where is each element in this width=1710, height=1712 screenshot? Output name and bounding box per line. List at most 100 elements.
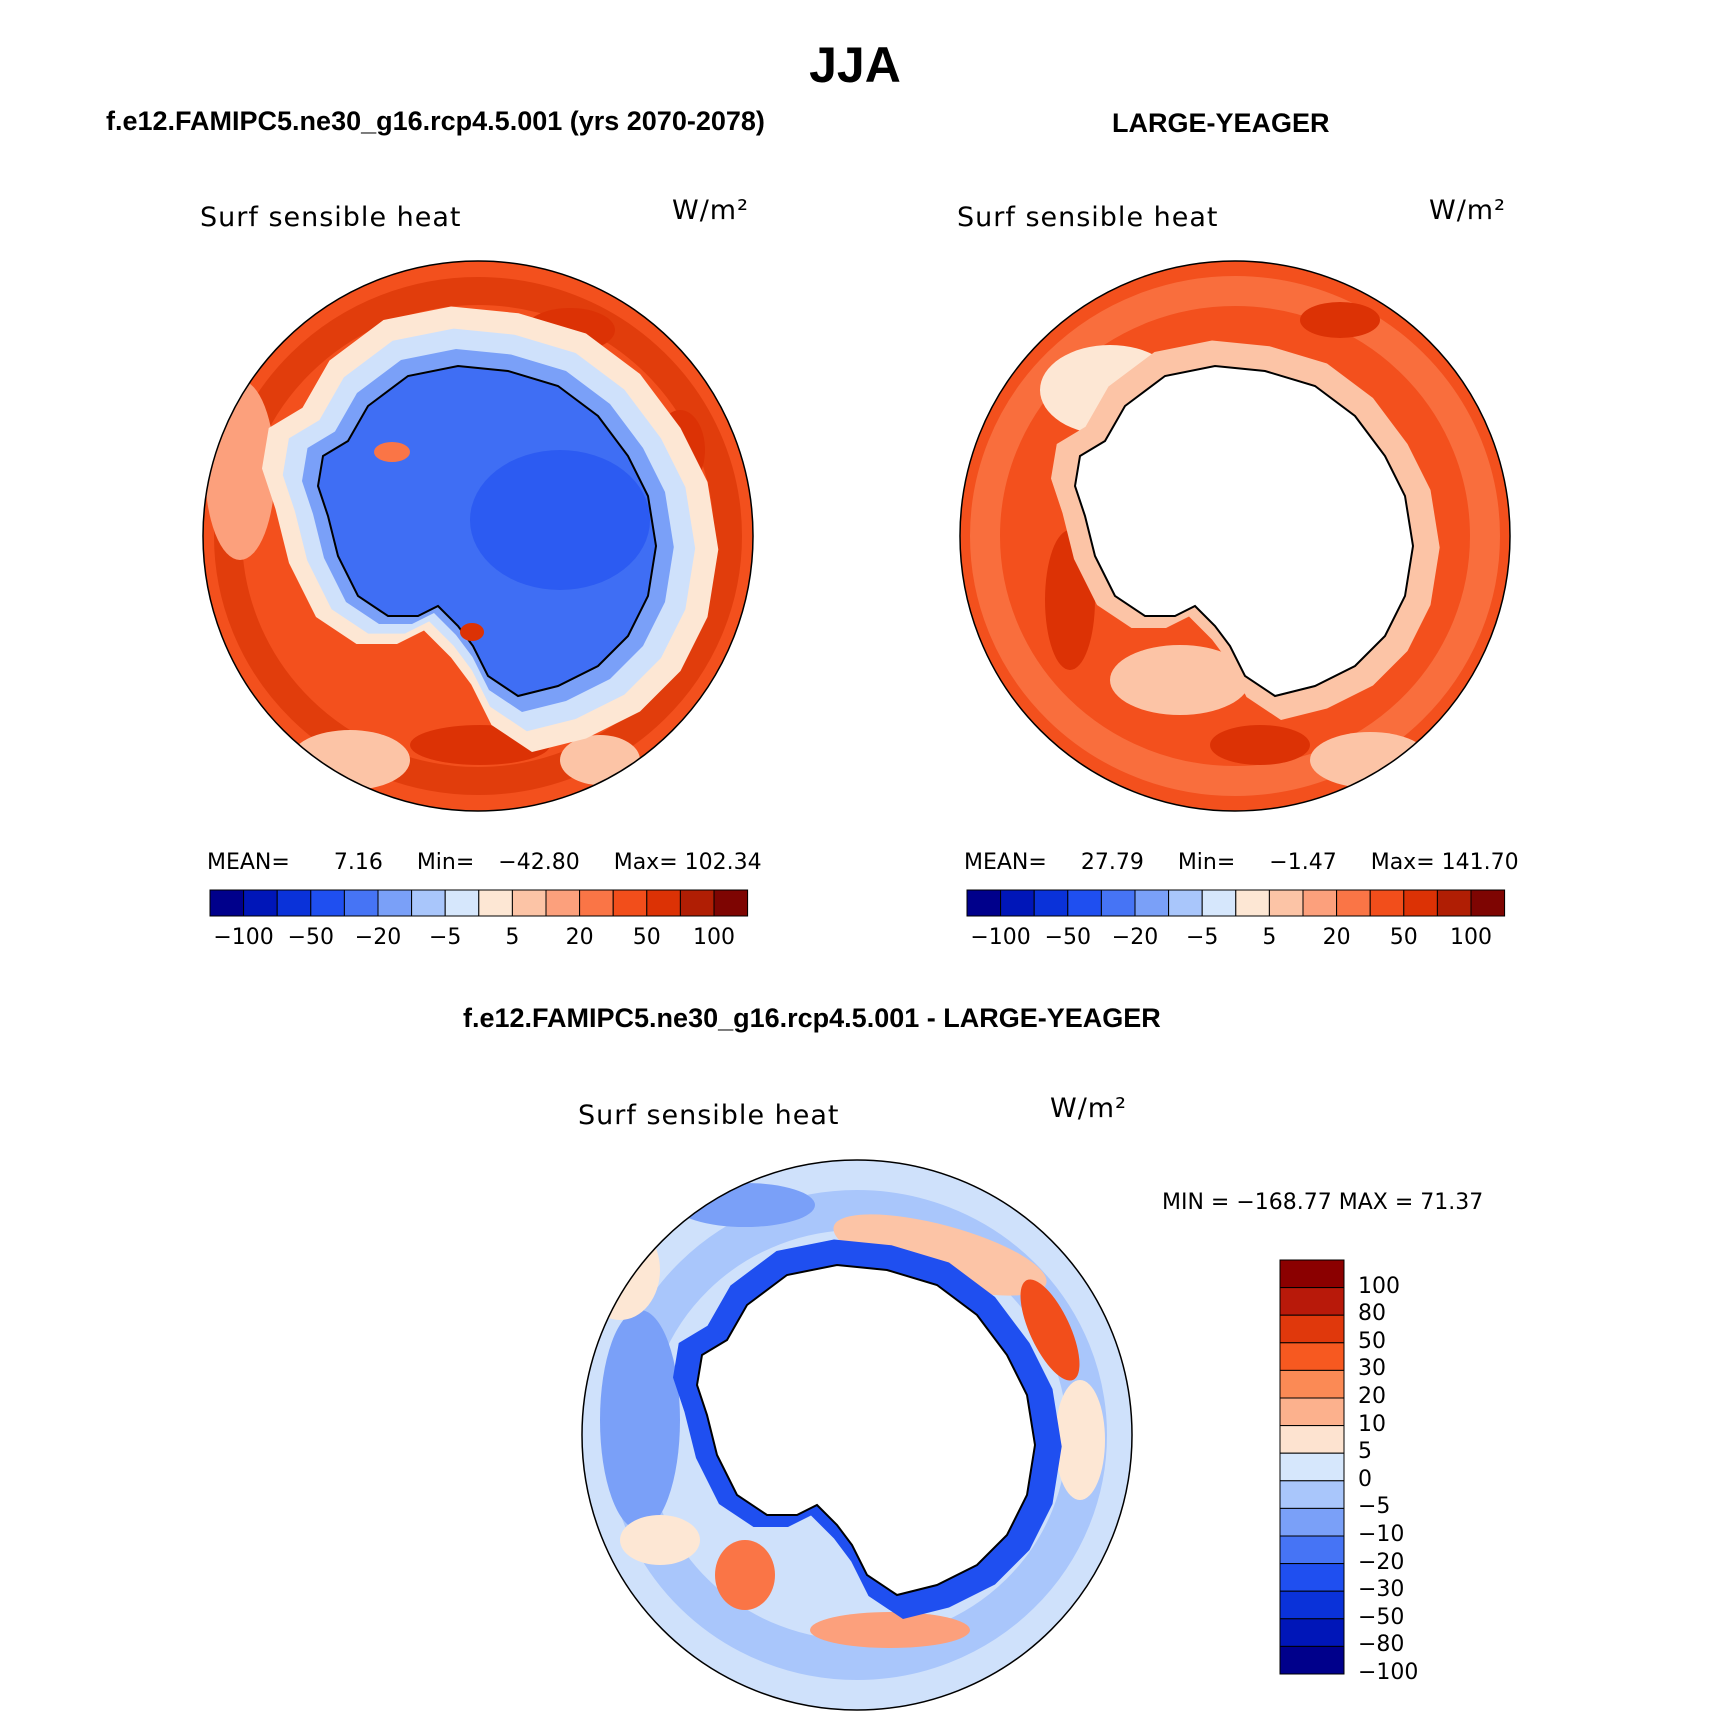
- colorbar-swatch: [1279, 1397, 1345, 1427]
- colorbar-swatch: [1336, 889, 1371, 917]
- colorbar-swatch: [1279, 1342, 1345, 1371]
- colorbar-tick-label: −100: [1358, 1660, 1419, 1685]
- colorbar-swatch: [1279, 1369, 1345, 1399]
- right-max-label: Max=: [1370, 850, 1435, 875]
- colorbar-tick-label: −20: [1358, 1549, 1405, 1575]
- right-map-border: [959, 260, 1511, 812]
- colorbar-swatch: [1403, 889, 1438, 917]
- colorbar-swatch: [243, 889, 278, 917]
- left-mean-value: 7.16: [333, 850, 383, 875]
- left-ice-dark-area: [470, 450, 650, 590]
- left-peach-patch-2: [290, 730, 410, 790]
- colorbar-swatch: [1100, 889, 1136, 917]
- colorbar-tick-label: 5: [1262, 925, 1277, 950]
- left-hotspot: [460, 623, 484, 641]
- colorbar-swatch: [545, 889, 581, 917]
- colorbar-swatch: [1000, 889, 1035, 917]
- left-mean-label: MEAN=: [207, 850, 290, 875]
- colorbar-swatch: [1302, 889, 1338, 917]
- colorbar-swatch: [1168, 889, 1203, 917]
- colorbar-swatch: [1279, 1287, 1345, 1316]
- left-map: [203, 261, 753, 811]
- colorbar-swatch: [1436, 889, 1472, 917]
- colorbar-swatch: [343, 889, 379, 917]
- left-stats: MEAN= 7.16 Min= −42.80 Max= 102.34: [207, 850, 762, 875]
- figure-title: JJA: [809, 37, 901, 93]
- colorbar-swatch: [612, 889, 648, 917]
- right-dark-patch-2: [1210, 725, 1310, 765]
- colorbar-swatch: [1279, 1590, 1345, 1620]
- colorbar-swatch: [1134, 889, 1170, 917]
- diff-blue-patch-2: [675, 1183, 815, 1227]
- right-panel-title: LARGE-YEAGER: [1112, 108, 1330, 138]
- colorbar-tick-label: 100: [1450, 925, 1492, 950]
- colorbar-tick-label: −100: [970, 925, 1031, 950]
- colorbar-tick-label: 20: [1322, 925, 1351, 950]
- left-max-value: 102.34: [684, 850, 762, 875]
- diff-light-patch-3: [620, 1515, 700, 1565]
- colorbar-tick-label: 0: [1358, 1466, 1372, 1492]
- diff-units-label: W/m²: [1050, 1093, 1127, 1124]
- left-warm-spot: [374, 442, 410, 462]
- colorbar-swatch: [1369, 889, 1405, 917]
- colorbar-swatch: [1470, 889, 1506, 917]
- colorbar-swatch: [511, 889, 547, 917]
- colorbar-swatch: [1235, 889, 1270, 917]
- diff-map-border: [581, 1159, 1133, 1711]
- left-min-label: Min=: [416, 850, 475, 875]
- colorbar-tick-label: 20: [1358, 1384, 1386, 1409]
- colorbar-swatch: [966, 889, 1002, 917]
- diff-warm-patch-2: [810, 1612, 970, 1648]
- colorbar-tick-label: 20: [565, 925, 594, 950]
- colorbar-swatch: [276, 889, 312, 917]
- colorbar-tick-label: 100: [693, 925, 735, 950]
- colorbar-tick-label: −20: [354, 925, 402, 950]
- right-units-label: W/m²: [1429, 195, 1506, 226]
- left-panel-title: f.e12.FAMIPC5.ne30_g16.rcp4.5.001 (yrs 2…: [106, 106, 765, 136]
- left-variable-label: Surf sensible heat: [200, 202, 462, 233]
- colorbar-tick-label: −100: [213, 925, 274, 950]
- diff-light-patch-1: [582, 1220, 660, 1320]
- colorbar-swatch: [579, 889, 614, 917]
- colorbar-swatch: [1033, 889, 1069, 917]
- right-mean-label: MEAN=: [964, 850, 1047, 875]
- colorbar-swatch: [377, 889, 413, 917]
- colorbar-swatch: [1279, 1259, 1345, 1289]
- colorbar-tick-label: 10: [1358, 1411, 1386, 1437]
- right-max-value: 141.70: [1441, 850, 1519, 875]
- colorbar-tick-label: 5: [1358, 1439, 1372, 1465]
- diff-panel-title: f.e12.FAMIPC5.ne30_g16.rcp4.5.001 - LARG…: [463, 1003, 1161, 1033]
- diff-warm-band-2: [1020, 1279, 1080, 1381]
- colorbar-tick-label: 100: [1358, 1273, 1400, 1299]
- right-min-value: −1.47: [1269, 850, 1337, 875]
- colorbar-swatch: [310, 889, 345, 917]
- left-units-label: W/m²: [672, 195, 749, 226]
- right-peach-patch-3: [1310, 732, 1430, 788]
- colorbar-swatch: [411, 889, 446, 917]
- colorbar-tick-label: −30: [1358, 1577, 1405, 1603]
- colorbar-tick-label: −50: [287, 925, 335, 950]
- diff-warm-band-1: [833, 1214, 1047, 1296]
- diff-light-patch-2: [1055, 1380, 1105, 1500]
- colorbar-swatch: [1279, 1618, 1345, 1647]
- right-dark-patch-3: [1300, 302, 1380, 338]
- colorbar-swatch: [444, 889, 480, 917]
- colorbar-tick-label: −10: [1358, 1522, 1405, 1547]
- colorbar-swatch: [209, 889, 245, 917]
- colorbar-tick-label: −5: [1358, 1494, 1391, 1520]
- diff-warm-patch-1: [715, 1540, 775, 1610]
- colorbar-tick-label: −50: [1044, 925, 1092, 950]
- colorbar-swatch: [1279, 1507, 1345, 1537]
- diff-minmax: MIN = −168.77 MAX = 71.37: [1162, 1190, 1484, 1215]
- colorbar-swatch: [1201, 889, 1237, 917]
- colorbar-swatch: [1279, 1425, 1345, 1454]
- colorbar-swatch: [1279, 1452, 1345, 1482]
- colorbar-swatch: [1279, 1535, 1345, 1565]
- colorbar-tick-label: 50: [632, 925, 661, 950]
- colorbar-swatch: [1268, 889, 1304, 917]
- left-peach-patch-3: [560, 735, 640, 785]
- colorbar-tick-label: 5: [505, 925, 520, 950]
- left-map-border: [202, 260, 754, 812]
- colorbar-tick-label: −80: [1358, 1632, 1405, 1658]
